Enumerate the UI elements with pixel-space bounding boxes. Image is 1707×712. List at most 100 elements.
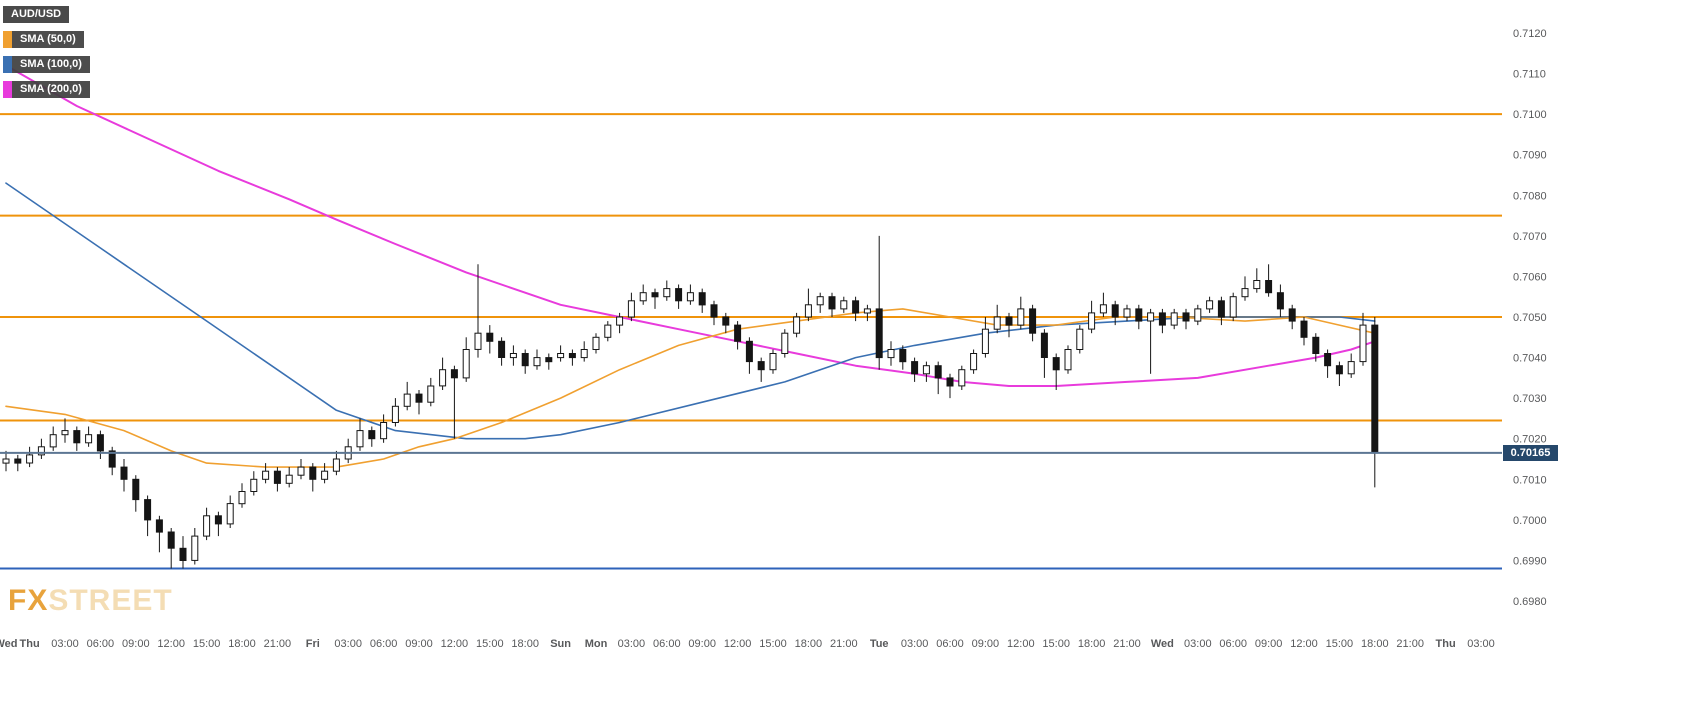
time-tick-label: 18:00 [511,638,539,650]
candle-body [1253,280,1261,290]
time-tick-label: 12:00 [1290,638,1318,650]
candle-body [1135,308,1143,322]
time-tick-label: 09:00 [972,638,1000,650]
candle-body [1111,304,1119,318]
candle-body [1099,304,1107,314]
candle-body [627,300,635,318]
candle-body [722,316,730,326]
price-tick-label: 0.7070 [1513,231,1547,243]
time-day-label: Tue [870,638,889,650]
time-day-label: Fri [306,638,320,650]
candle-body [2,458,10,464]
candle-body [663,288,671,298]
candle-body [14,458,22,464]
candle-body [132,478,140,501]
time-day-label: Thu [1436,638,1456,650]
price-tick-label: 0.7060 [1513,271,1547,283]
candle-body [1335,365,1343,375]
candle-body [557,353,565,359]
candle-body [651,292,659,298]
candle-body [391,405,399,423]
candle-body [73,430,81,444]
candle-body [85,434,93,444]
sma100-color-swatch [3,56,12,73]
candle-body [238,491,246,505]
price-axis: 0.7120 0.7110 0.7100 0.7090 0.7080 0.7070 0.70… [1513,28,1547,608]
candle-body [214,515,222,525]
candle-body [226,503,234,525]
candle-body [887,349,895,359]
logo-fx-text: FX [8,584,49,617]
indicator-badge-sma100[interactable]: SMA (100,0) [3,56,90,73]
candle-body [1371,324,1379,454]
price-tick-label: 0.6990 [1513,555,1547,567]
indicator-badge-sma200[interactable]: SMA (200,0) [3,81,90,98]
candle-body [1158,312,1166,326]
support-resistance-lines [0,113,1502,570]
candle-body [1288,308,1296,322]
sma-50-line [5,308,1376,468]
sma-100-line [5,182,1376,440]
candle-body [863,308,871,314]
price-tick-label: 0.6980 [1513,596,1547,608]
candle-body [120,466,128,480]
time-tick-label: 06:00 [936,638,964,650]
time-day-label: Wed [0,638,18,650]
price-tick-label: 0.7040 [1513,353,1547,365]
symbol-label: AUD/USD [3,6,70,23]
candle-body [781,332,789,355]
price-tick-label: 0.7120 [1513,28,1547,40]
candle-body [1359,324,1367,363]
candle-body [533,357,541,367]
price-tick-label: 0.7050 [1513,312,1547,324]
candle-body [899,349,907,363]
candle-body [1347,361,1355,375]
candle-body [368,430,376,440]
candle-body [203,515,211,537]
candle-body [1076,328,1084,351]
candle-body [509,353,517,359]
time-tick-label: 12:00 [441,638,469,650]
time-tick-label: 18:00 [1078,638,1106,650]
time-tick-label: 06:00 [653,638,681,650]
candle-body [144,499,152,521]
candle-body [1217,300,1225,318]
candle-body [108,450,116,468]
sma100-label: SMA (100,0) [12,56,90,73]
indicator-badge-sma50[interactable]: SMA (50,0) [3,31,84,48]
candle-body [427,385,435,403]
candle-body [922,365,930,375]
candle-body [970,353,978,371]
candle-body [262,470,270,480]
time-tick-label: 18:00 [1361,638,1389,650]
candle-body [462,349,470,379]
candle-body [1229,296,1237,318]
candle-body [592,336,600,350]
time-axis: Wed Thu 03:00 06:00 09:00 12:00 15:00 18:00 21:0… [0,638,1495,650]
sma200-label: SMA (200,0) [12,81,90,98]
price-tick-label: 0.7080 [1513,190,1547,202]
candle-body [332,458,340,472]
sma50-color-swatch [3,31,12,48]
candle-body [934,365,942,379]
candle-body [686,292,694,302]
candle-body [1206,300,1214,310]
candle-body [993,316,1001,330]
candle-body [1324,353,1332,367]
candle-body [757,361,765,371]
symbol-badge[interactable]: AUD/USD [3,6,70,23]
sma200-color-swatch [3,81,12,98]
candle-body [285,474,293,484]
time-tick-label: 21:00 [1396,638,1424,650]
time-tick-label: 03:00 [51,638,79,650]
candle-body [403,393,411,407]
time-tick-label: 15:00 [193,638,221,650]
candle-body [981,328,989,355]
candle-body [474,332,482,350]
price-tick-label: 0.7110 [1513,69,1546,81]
candle-body [439,369,447,387]
time-tick-label: 18:00 [228,638,256,650]
time-tick-label: 09:00 [122,638,150,650]
candle-body [616,316,624,326]
